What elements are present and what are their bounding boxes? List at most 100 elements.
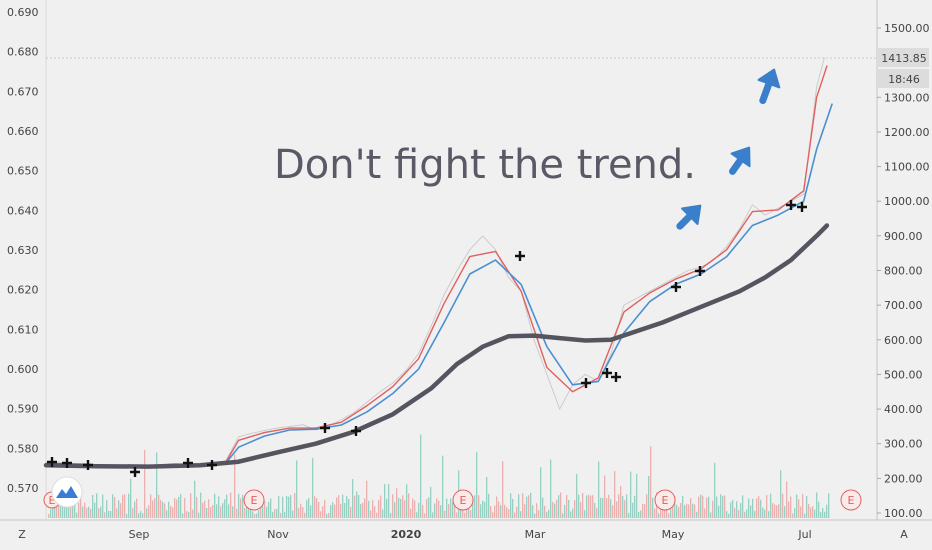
- volume-bar: [550, 459, 552, 518]
- volume-bar: [266, 506, 268, 518]
- volume-bar: [68, 505, 70, 518]
- volume-bar: [618, 494, 620, 518]
- volume-bar: [646, 494, 648, 518]
- volume-bar: [274, 509, 276, 518]
- volume-bar: [112, 494, 114, 518]
- auto-scale-button[interactable]: A: [900, 528, 908, 541]
- volume-bar: [792, 513, 794, 518]
- volume-bar: [316, 498, 318, 518]
- volume-bar: [156, 452, 158, 518]
- volume-bar: [748, 498, 750, 518]
- volume-bar: [140, 511, 142, 518]
- volume-bar: [644, 503, 646, 518]
- volume-bar: [714, 462, 716, 518]
- volume-bar: [512, 498, 514, 518]
- volume-bar: [494, 505, 496, 518]
- right-tick-label: 400.00: [884, 403, 923, 416]
- volume-bar: [242, 494, 244, 518]
- volume-bar: [456, 512, 458, 518]
- volume-bar: [544, 505, 546, 518]
- volume-bar: [538, 509, 540, 518]
- volume-bar: [416, 512, 418, 518]
- volume-bar: [382, 509, 384, 518]
- volume-bar: [328, 513, 330, 518]
- volume-bar: [476, 452, 478, 518]
- volume-bar: [612, 505, 614, 518]
- volume-bar: [194, 480, 196, 518]
- volume-bar: [98, 508, 100, 518]
- volume-bar: [738, 509, 740, 518]
- volume-bar: [596, 508, 598, 518]
- volume-bar: [66, 501, 68, 518]
- logo-badge[interactable]: [51, 476, 83, 508]
- x-tick-label: 2020: [391, 528, 422, 541]
- earnings-badge[interactable]: E: [243, 489, 265, 511]
- earnings-badge[interactable]: E: [654, 489, 676, 511]
- volume-bar: [690, 498, 692, 518]
- volume-bar: [126, 513, 128, 518]
- volume-bar: [678, 506, 680, 518]
- volume-bar: [702, 495, 704, 518]
- volume-bar: [200, 492, 202, 518]
- volume-bar: [592, 495, 594, 518]
- volume-bar: [344, 503, 346, 518]
- volume-bar: [90, 508, 92, 518]
- volume-bar: [790, 496, 792, 518]
- volume-bar: [700, 494, 702, 518]
- volume-bar: [58, 498, 60, 518]
- series-line-slow_ma: [43, 223, 830, 469]
- volume-bar: [158, 494, 160, 518]
- volume-bar: [824, 511, 826, 518]
- volume-bar: [220, 506, 222, 518]
- left-tick-label: 0.690: [7, 6, 39, 19]
- volume-bar: [784, 506, 786, 518]
- right-tick-label: 1100.00: [884, 161, 930, 174]
- volume-bar: [366, 480, 368, 518]
- volume-bar: [288, 496, 290, 518]
- volume-bar: [464, 512, 466, 518]
- volume-bar: [614, 471, 616, 518]
- volume-bar: [452, 502, 454, 518]
- volume-bar: [576, 473, 578, 518]
- volume-bar: [804, 513, 806, 518]
- volume-bar: [788, 501, 790, 518]
- volume-bar: [634, 495, 636, 518]
- x-axis-ticks: Sep Nov 2020 Mar May Jul: [129, 528, 812, 541]
- volume-bar: [248, 508, 250, 518]
- countdown-label: 18:46: [888, 73, 920, 86]
- volume-bar: [488, 493, 490, 518]
- volume-bar: [174, 498, 176, 518]
- volume-bar: [72, 504, 74, 518]
- volume-bar: [204, 500, 206, 518]
- volume-bar: [686, 503, 688, 518]
- volume-bar: [732, 500, 734, 518]
- volume-bar: [218, 496, 220, 518]
- volume-bar: [450, 498, 452, 518]
- volume-bar: [818, 501, 820, 518]
- volume-bar: [426, 499, 428, 518]
- volume-bar: [320, 511, 322, 518]
- volume-bar: [484, 501, 486, 518]
- volume-bar: [624, 500, 626, 518]
- volume-bar: [86, 507, 88, 518]
- earnings-badge[interactable]: E: [840, 489, 862, 511]
- volume-bar: [548, 509, 550, 518]
- volume-bar: [772, 503, 774, 518]
- x-tick-label: Nov: [267, 528, 289, 541]
- volume-bar: [514, 512, 516, 518]
- volume-bar: [816, 492, 818, 518]
- volume-bar: [404, 500, 406, 518]
- volume-bar: [828, 493, 830, 518]
- volume-bar: [198, 512, 200, 518]
- earnings-badge[interactable]: E: [452, 489, 474, 511]
- volume-bar: [270, 498, 272, 518]
- volume-bar: [282, 496, 284, 518]
- volume-bar: [598, 461, 600, 518]
- volume-bar: [312, 457, 314, 518]
- volume-bar: [280, 512, 282, 518]
- volume-bar: [516, 506, 518, 518]
- volume-bar: [62, 496, 64, 518]
- volume-bar: [752, 498, 754, 518]
- volume-bar: [574, 500, 576, 518]
- right-tick-label: 500.00: [884, 368, 923, 381]
